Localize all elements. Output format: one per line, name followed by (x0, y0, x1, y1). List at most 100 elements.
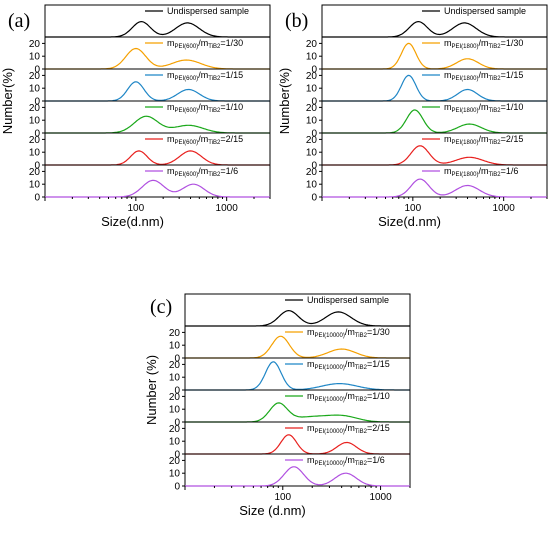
y-tick-label: 10 (29, 116, 41, 127)
series-line (45, 115, 270, 134)
y-tick-label: 10 (306, 52, 318, 63)
legend-label: mPEI(1800)/mTiB2=1/15 (444, 70, 523, 82)
y-tick-label: 0 (34, 65, 40, 76)
y-tick-label: 0 (174, 450, 180, 461)
subplot-row: 0 10 20 mPEI(1800)/mTiB2=1/6 (306, 164, 548, 204)
series-line (45, 179, 270, 198)
y-tick-label: 20 (29, 71, 41, 82)
series-line (322, 178, 547, 198)
y-tick-label: 0 (174, 482, 180, 493)
y-tick-label: 0 (174, 386, 180, 397)
x-tick-label: 100 (404, 203, 421, 214)
series-line (185, 466, 410, 487)
series-line (185, 335, 410, 359)
y-axis-title: Number(%) (0, 68, 15, 134)
y-tick-label: 20 (29, 39, 41, 50)
y-tick-label: 0 (311, 129, 317, 140)
y-tick-label: 10 (29, 84, 41, 95)
legend-label: mPEI(600)/mTiB2=1/15 (167, 70, 243, 82)
x-tick-label: 1000 (493, 203, 516, 214)
legend-label: mPEI(10000)/mTiB2=1/6 (307, 455, 385, 467)
y-tick-label: 10 (169, 405, 181, 416)
y-tick-label: 0 (34, 193, 40, 204)
series-line (45, 150, 270, 166)
y-tick-label: 0 (174, 418, 180, 429)
subplot-frame (44, 164, 271, 198)
series-line (322, 145, 547, 166)
series-line (185, 434, 410, 455)
subplot-frame (321, 164, 548, 198)
y-tick-label: 20 (169, 328, 181, 339)
y-tick-label: 0 (34, 97, 40, 108)
y-tick-label: 20 (29, 103, 41, 114)
y-tick-label: 10 (29, 52, 41, 63)
subplot-row: Undispersed sample (44, 4, 271, 38)
y-tick-label: 0 (34, 161, 40, 172)
y-tick-label: 10 (306, 180, 318, 191)
y-tick-label: 0 (311, 97, 317, 108)
x-axis-title: Size(d.nm) (378, 214, 441, 229)
y-tick-label: 10 (306, 116, 318, 127)
y-tick-label: 20 (29, 135, 41, 146)
panel-a: (a) Undispersed sample 0 10 20 mPEI(600)/mTiB… (0, 4, 271, 229)
y-tick-label: 10 (169, 437, 181, 448)
subplot-row: Undispersed sample (321, 4, 548, 38)
series-line (45, 47, 270, 70)
series-line (322, 109, 547, 134)
panel-label: (c) (150, 296, 172, 318)
legend-label: Undispersed sample (444, 6, 526, 16)
subplot-frame (184, 453, 411, 487)
y-tick-label: 0 (311, 193, 317, 204)
series-line (45, 81, 270, 102)
y-tick-label: 20 (169, 392, 181, 403)
x-tick-label: 100 (274, 492, 291, 503)
legend-label: mPEI(1800)/mTiB2=1/10 (444, 102, 523, 114)
x-axis-title: Size (d.nm) (239, 503, 305, 518)
x-axis-title: Size(d.nm) (101, 214, 164, 229)
legend-label: mPEI(1800)/mTiB2=1/6 (444, 166, 518, 178)
panel-b: (b) Undispersed sample 0 10 20 mPEI(1800)/mTi… (277, 4, 548, 229)
subplot-row: 0 10 20 mPEI(600)/mTiB2=1/6 (29, 164, 271, 204)
legend-label: mPEI(1800)/mTiB2=1/30 (444, 38, 523, 50)
legend-label: mPEI(1800)/mTiB2=2/15 (444, 134, 523, 146)
series-line (322, 20, 547, 38)
legend-label: mPEI(10000)/mTiB2=1/10 (307, 391, 390, 403)
y-tick-label: 10 (169, 341, 181, 352)
legend-label: mPEI(600)/mTiB2=1/6 (167, 166, 238, 178)
y-tick-label: 0 (34, 129, 40, 140)
y-tick-label: 0 (174, 354, 180, 365)
y-tick-label: 10 (169, 373, 181, 384)
y-tick-label: 0 (311, 161, 317, 172)
panel-c: (c) Undispersed sample 0 10 20 mPEI(10000)/mT… (144, 293, 411, 518)
x-tick-label: 1000 (369, 492, 392, 503)
y-tick-label: 10 (306, 84, 318, 95)
legend-label: mPEI(600)/mTiB2=2/15 (167, 134, 243, 146)
y-tick-label: 0 (311, 65, 317, 76)
y-tick-label: 20 (306, 71, 318, 82)
y-tick-label: 20 (306, 135, 318, 146)
y-tick-label: 20 (306, 103, 318, 114)
y-tick-label: 20 (306, 39, 318, 50)
subplot-row: 0 10 20 mPEI(10000)/mTiB2=1/6 (169, 453, 411, 493)
legend-label: mPEI(600)/mTiB2=1/10 (167, 102, 243, 114)
panel-label: (b) (285, 10, 308, 32)
series-line (185, 309, 410, 327)
y-axis-title: Number (%) (144, 355, 159, 425)
series-line (185, 402, 410, 423)
y-tick-label: 20 (169, 360, 181, 371)
panel-label: (a) (8, 10, 30, 32)
legend-label: Undispersed sample (167, 6, 249, 16)
x-tick-label: 1000 (216, 203, 239, 214)
subplot-row: Undispersed sample (184, 293, 411, 327)
y-tick-label: 20 (169, 424, 181, 435)
legend-label: mPEI(10000)/mTiB2=1/15 (307, 359, 390, 371)
legend-label: mPEI(600)/mTiB2=1/30 (167, 38, 243, 50)
y-tick-label: 20 (169, 456, 181, 467)
x-tick-label: 100 (127, 203, 144, 214)
y-tick-label: 20 (306, 167, 318, 178)
y-tick-label: 10 (306, 148, 318, 159)
y-axis-title: Number(%) (277, 68, 292, 134)
y-tick-label: 10 (29, 180, 41, 191)
series-line (45, 20, 270, 38)
